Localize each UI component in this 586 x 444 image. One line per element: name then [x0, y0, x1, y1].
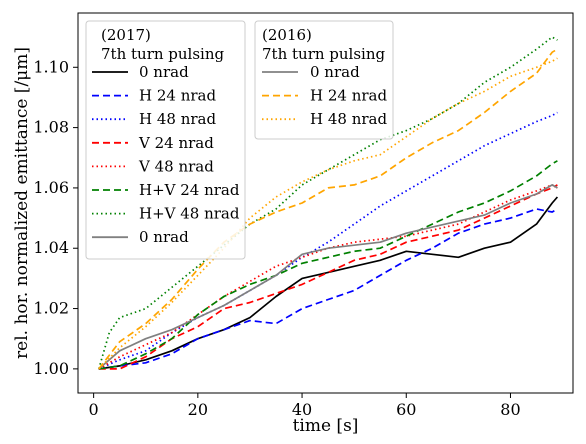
legend-entry-label: V 48 nrad [138, 157, 214, 175]
x-tick-label: 20 [188, 400, 208, 419]
legend-2017-title-line2: 7th turn pulsing [101, 45, 225, 63]
legend-2016-title-line2: 7th turn pulsing [262, 45, 386, 63]
y-tick-label: 1.10 [33, 57, 69, 76]
x-axis-label: time [s] [293, 416, 359, 436]
y-tick-label: 1.00 [33, 359, 69, 378]
legend-entry-label: H 24 nrad [310, 87, 387, 105]
legend-2017-title-line1: (2017) [101, 26, 151, 44]
legend-entry-label: 0 nrad [139, 228, 189, 246]
legend-entry-label: H 48 nrad [139, 110, 216, 128]
y-tick-label: 1.04 [33, 238, 69, 257]
x-tick-label: 60 [396, 400, 416, 419]
y-tick-label: 1.08 [33, 118, 69, 137]
y-tick-label: 1.02 [33, 299, 69, 318]
x-tick-label: 0 [89, 400, 99, 419]
legend-2016: (2016) 7th turn pulsing 0 nrad H 24 nrad H… [255, 21, 393, 139]
legend-entry-label: H+V 48 nrad [139, 205, 240, 223]
legend-entry-label: 0 nrad [139, 63, 189, 81]
y-axis: 1.00 1.02 1.04 1.06 1.08 1.10 [33, 57, 78, 378]
legend-entry-label: 0 nrad [310, 63, 360, 81]
legend-2017: (2017) 7th turn pulsing 0 nrad H 24 nrad H… [86, 21, 245, 259]
y-tick-label: 1.06 [33, 178, 69, 197]
legend-2016-title-line1: (2016) [262, 26, 312, 44]
y-axis-label: rel. hor. normalized emittance [/μm] [12, 47, 32, 359]
legend-entry-label: H 24 nrad [139, 87, 216, 105]
legend-entry-label: V 24 nrad [138, 134, 214, 152]
x-tick-label: 80 [500, 400, 520, 419]
legend-entry-label: H+V 24 nrad [139, 181, 240, 199]
legend-entry-label: H 48 nrad [310, 110, 387, 128]
